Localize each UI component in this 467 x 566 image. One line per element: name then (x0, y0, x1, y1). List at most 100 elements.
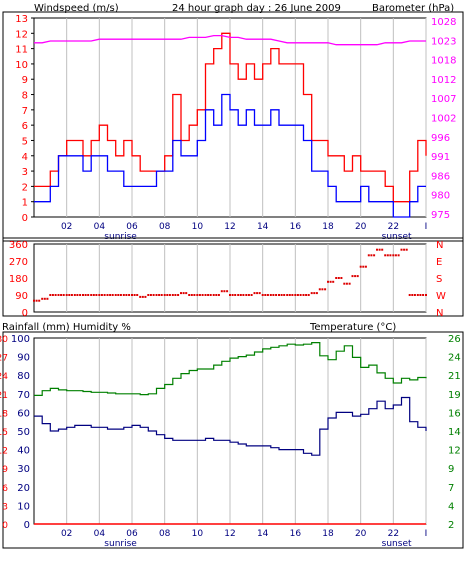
p2-dir-dot-0-1 (35, 299, 38, 302)
p3-ytick-hum-6: 60 (17, 408, 30, 419)
p3-ytick-hum-8: 80 (17, 371, 30, 382)
p1-wind-avg-line (34, 93, 426, 218)
p2-dir-dot-27-0 (253, 292, 256, 295)
p2-dir-dot-45-2 (405, 248, 408, 251)
p2-dir-dot-47-2 (422, 294, 425, 296)
p2-dir-dot-8-0 (98, 294, 101, 296)
p3-ytick-rain-9: 27 (0, 354, 8, 364)
p3-xtick-6: 14 (257, 529, 269, 539)
p1-y2tick-8: 1018 (431, 56, 456, 67)
p3-temperature-line (34, 342, 427, 396)
p2-dir-dot-3-1 (60, 294, 63, 296)
p1-y2tick-5: 1002 (431, 114, 456, 125)
p2-dir-dot-27-1 (256, 292, 259, 295)
p2-dir-dot-7-2 (95, 294, 98, 296)
p2-dir-dot-22-1 (215, 294, 218, 296)
p3-ytick-hum-1: 10 (17, 501, 30, 512)
p1-xtick-2: 06 (126, 222, 138, 232)
p2-dir-dot-18-0 (180, 292, 182, 295)
p2-dir-dot-42-0 (376, 248, 378, 251)
p3-ytick-hum-9: 90 (17, 353, 30, 364)
p2-dir-dot-0-2 (38, 299, 41, 302)
p3-y2tick-3: 9 (448, 464, 454, 475)
p2-dir-dot-42-1 (378, 248, 381, 251)
p2-dir-dot-2-1 (51, 294, 54, 296)
p2-y2tick-1: W (436, 291, 446, 302)
p2-dir-dot-2-2 (54, 294, 57, 296)
p2-y2tick-2: S (436, 274, 442, 285)
p1-wind-gust-line (34, 32, 427, 203)
p2-dir-dot-15-2 (160, 294, 163, 296)
p3-y2tick-2: 7 (448, 483, 454, 494)
p1-ytick-6: 6 (22, 121, 28, 132)
p2-dir-dot-26-1 (247, 294, 250, 296)
p2-dir-dot-10-1 (117, 294, 120, 296)
p2-dir-dot-4-2 (70, 294, 73, 296)
p2-dir-dot-31-2 (291, 294, 294, 296)
p2-dir-dot-15-1 (158, 294, 161, 296)
p2-dir-dot-25-0 (237, 294, 240, 296)
p1-y2tick-4: 996 (431, 133, 450, 144)
p2-dir-dot-33-1 (305, 294, 308, 296)
p2-dir-dot-19-0 (188, 294, 191, 296)
p2-dir-dot-30-1 (280, 294, 283, 296)
p2-dir-dot-31-1 (288, 294, 291, 296)
p2-dir-dot-2-0 (49, 294, 52, 296)
p2-dir-dot-19-2 (193, 294, 196, 296)
p1-xtick-4: 10 (192, 222, 204, 232)
p2-dir-dot-29-0 (269, 294, 272, 296)
p2-dir-dot-23-0 (220, 290, 223, 293)
p2-dir-dot-40-2 (364, 265, 367, 268)
p2-dir-dot-18-2 (185, 292, 188, 295)
p2-dir-dot-32-0 (294, 294, 297, 296)
p2-dir-dot-36-2 (332, 280, 335, 283)
p2-dir-dot-23-1 (223, 290, 226, 293)
rainfall-humidity-axis-label: Rainfall (mm) Humidity % (2, 322, 131, 333)
p3-ytick-hum-5: 50 (17, 427, 30, 438)
p2-dir-dot-38-0 (343, 282, 346, 285)
p3-ytick-rain-10: 30 (0, 335, 8, 345)
p1-xtick-0: 02 (61, 222, 72, 232)
p2-dir-dot-39-1 (354, 275, 357, 278)
p2-dir-dot-1-1 (43, 297, 46, 300)
p2-dir-dot-28-2 (266, 294, 269, 296)
p3-xtick-9: 20 (355, 529, 367, 539)
p2-dir-dot-41-1 (370, 254, 373, 257)
p3-y2tick-9: 24 (448, 353, 461, 364)
p2-dir-dot-25-2 (242, 294, 245, 296)
p2-dir-dot-38-1 (345, 282, 348, 285)
p3-xtick-7: 16 (290, 529, 302, 539)
p2-dir-dot-33-0 (302, 294, 305, 296)
p2-dir-dot-16-0 (163, 294, 166, 296)
p2-dir-dot-14-1 (149, 294, 152, 296)
p2-ytick-4: 360 (9, 240, 28, 251)
p2-dir-dot-3-2 (62, 294, 65, 296)
p3-y2tick-1: 4 (448, 501, 454, 512)
p2-dir-dot-35-2 (324, 288, 327, 291)
p1-y2tick-0: 975 (431, 210, 450, 221)
p2-dir-dot-48-0 (425, 294, 427, 296)
p2-dir-dot-43-2 (389, 254, 392, 257)
p1-ytick-5: 5 (22, 136, 28, 147)
p3-y2tick-8: 21 (448, 371, 461, 382)
p2-dir-dot-1-0 (41, 297, 44, 300)
p2-dir-dot-37-2 (340, 277, 343, 279)
p2-dir-dot-11-0 (122, 294, 125, 296)
p2-ytick-0: 0 (22, 308, 28, 319)
p3-ytick-hum-10: 100 (11, 334, 30, 345)
p2-dir-dot-3-0 (57, 294, 60, 296)
p2-dir-dot-12-0 (131, 294, 133, 296)
p1-ytick-2: 2 (22, 182, 28, 193)
p3-xtick-5: 12 (224, 529, 235, 539)
p2-dir-dot-44-1 (394, 254, 397, 257)
p3-ytick-rain-6: 18 (0, 409, 8, 419)
p3-ytick-rain-1: 3 (2, 502, 8, 512)
p2-dir-dot-24-2 (234, 294, 237, 296)
p2-dir-dot-16-1 (166, 294, 169, 296)
p1-xtick-10: 22 (388, 222, 399, 232)
p2-dir-dot-18-1 (182, 292, 185, 295)
p2-ytick-1: 90 (15, 291, 28, 302)
p2-dir-dot-17-1 (174, 294, 177, 296)
p2-dir-dot-39-2 (356, 275, 359, 278)
p1-barometer-line (34, 34, 426, 46)
